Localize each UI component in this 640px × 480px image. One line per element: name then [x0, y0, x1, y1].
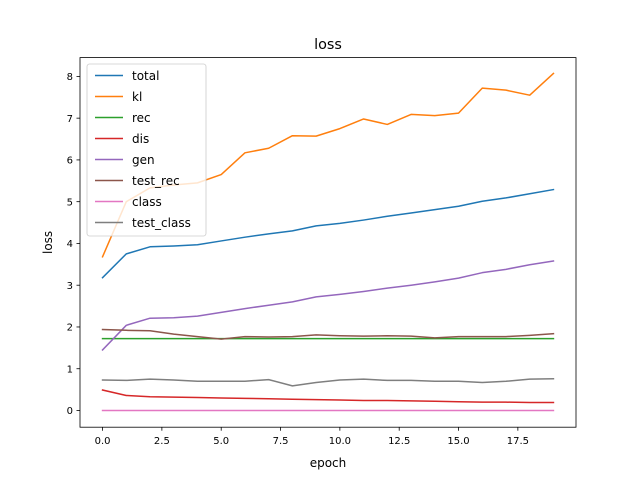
y-tick-label: 8 [67, 72, 73, 83]
legend-label: gen [132, 153, 155, 167]
legend-box [86, 63, 207, 237]
series-line-test-rec [101, 328, 555, 340]
series-line-dis [101, 389, 555, 404]
y-tick-label: 2 [67, 323, 73, 334]
series-line-test-class [101, 377, 555, 387]
legend-label: total [132, 69, 159, 83]
legend-label: kl [132, 90, 142, 104]
axes-frame [79, 57, 577, 428]
x-tick-label: 15.0 [447, 436, 469, 447]
x-axis-ticks: 0.0 2.5 5.0 7.5 10.0 12.5 15.0 17.5 [95, 427, 529, 447]
series-line-total [101, 188, 555, 279]
y-tick-label: 1 [67, 364, 73, 375]
x-tick-label: 12.5 [388, 436, 410, 447]
x-tick-label: 17.5 [507, 436, 529, 447]
y-axis-ticks: 0 1 2 3 4 5 6 7 8 [67, 72, 80, 417]
y-tick-label: 6 [67, 156, 73, 167]
y-tick-label: 0 [67, 406, 73, 417]
x-tick-label: 2.5 [154, 436, 170, 447]
legend-label: rec [132, 111, 151, 125]
y-tick-label: 3 [67, 281, 73, 292]
y-tick-label: 7 [67, 114, 73, 125]
legend-label: class [132, 195, 162, 209]
y-tick-label: 5 [67, 197, 73, 208]
legend-label: dis [132, 132, 149, 146]
chart-title: loss [314, 37, 342, 53]
x-tick-label: 7.5 [273, 436, 289, 447]
series-line-gen [101, 260, 555, 352]
legend-label: test_rec [132, 174, 180, 188]
y-tick-label: 4 [67, 239, 73, 250]
legend-label: test_class [132, 216, 191, 230]
y-axis-label: loss [41, 231, 55, 254]
x-axis-label: epoch [310, 456, 347, 470]
plot-area-border [79, 57, 577, 428]
x-tick-label: 10.0 [329, 436, 351, 447]
x-tick-label: 5.0 [213, 436, 229, 447]
x-tick-label: 0.0 [95, 436, 111, 447]
